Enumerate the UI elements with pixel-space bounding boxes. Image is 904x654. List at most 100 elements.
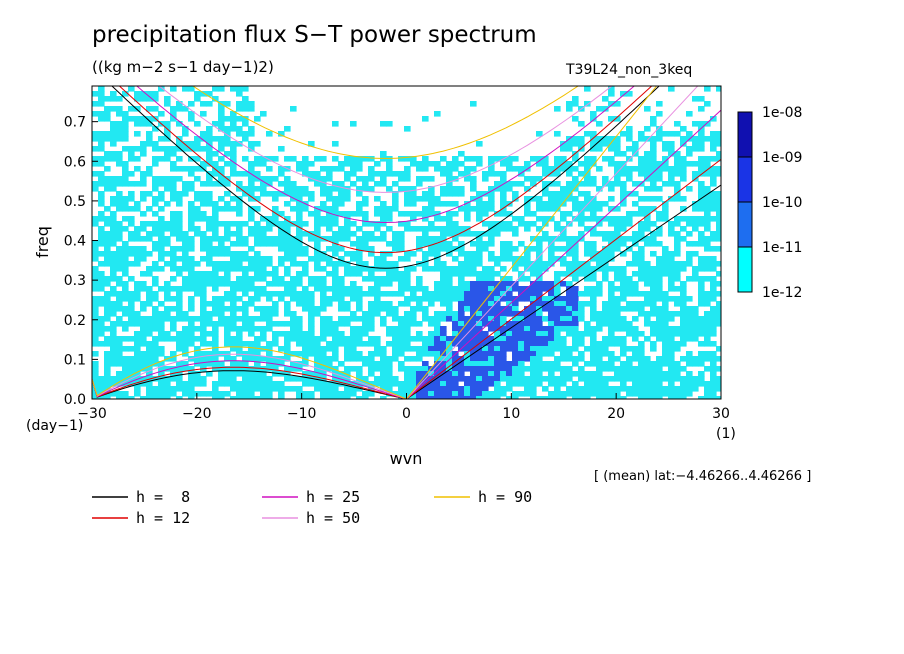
spectrum-cell: [650, 206, 657, 212]
spectrum-cell: [668, 376, 675, 382]
spectrum-cell: [98, 386, 105, 392]
spectrum-cell: [656, 286, 663, 292]
spectrum-cell: [578, 306, 585, 312]
spectrum-cell: [242, 236, 249, 242]
spectrum-cell: [668, 346, 675, 352]
spectrum-cell: [566, 146, 573, 152]
spectrum-cell: [344, 321, 351, 327]
spectrum-cell: [386, 276, 393, 282]
spectrum-cell: [122, 131, 129, 137]
spectrum-cell: [266, 181, 273, 187]
spectrum-cell: [170, 191, 177, 197]
spectrum-cell: [542, 361, 549, 367]
spectrum-cell: [278, 386, 285, 392]
spectrum-cell: [200, 181, 207, 187]
spectrum-cell: [332, 186, 339, 192]
spectrum-cell: [92, 91, 99, 97]
spectrum-cell: [98, 86, 105, 92]
spectrum-cell: [260, 256, 267, 262]
spectrum-cell: [302, 346, 309, 352]
spectrum-cell: [410, 371, 417, 377]
spectrum-cell: [494, 366, 501, 372]
spectrum-cell: [416, 196, 423, 202]
spectrum-cell: [368, 186, 375, 192]
spectrum-cell: [560, 166, 567, 172]
spectrum-cell: [482, 381, 489, 387]
spectrum-cell: [92, 331, 99, 337]
spectrum-cell: [98, 176, 105, 182]
spectrum-cell: [302, 351, 309, 357]
spectrum-cell: [332, 321, 339, 327]
spectrum-cell: [278, 361, 285, 367]
spectrum-cell: [290, 261, 297, 267]
spectrum-cell: [524, 311, 531, 317]
spectrum-cell: [200, 356, 207, 362]
spectrum-cell: [272, 386, 279, 392]
spectrum-cell: [248, 386, 255, 392]
spectrum-cell: [500, 346, 507, 352]
spectrum-cell: [92, 376, 99, 382]
spectrum-cell: [566, 296, 573, 302]
spectrum-cell: [602, 256, 609, 262]
spectrum-cell: [524, 211, 531, 217]
spectrum-cell: [110, 181, 117, 187]
spectrum-cell: [560, 281, 567, 287]
spectrum-cell: [548, 341, 555, 347]
spectrum-cell: [584, 201, 591, 207]
spectrum-cell: [704, 261, 711, 267]
spectrum-cell: [464, 381, 471, 387]
spectrum-cell: [662, 181, 669, 187]
spectrum-cell: [422, 256, 429, 262]
spectrum-cell: [374, 311, 381, 317]
spectrum-cell: [446, 191, 453, 197]
spectrum-cell: [698, 356, 705, 362]
spectrum-cell: [686, 306, 693, 312]
spectrum-cell: [554, 321, 561, 327]
spectrum-cell: [698, 266, 705, 272]
spectrum-cell: [146, 316, 153, 322]
spectrum-cell: [122, 201, 129, 207]
spectrum-cell: [158, 196, 165, 202]
spectrum-cell: [674, 236, 681, 242]
spectrum-cell: [536, 336, 543, 342]
spectrum-cell: [704, 236, 711, 242]
spectrum-cell: [698, 221, 705, 227]
spectrum-cell: [242, 376, 249, 382]
spectrum-cell: [572, 271, 579, 277]
spectrum-cell: [476, 351, 483, 357]
spectrum-cell: [212, 286, 219, 292]
spectrum-cell: [290, 291, 297, 297]
spectrum-cell: [152, 146, 159, 152]
spectrum-cell: [716, 216, 721, 222]
spectrum-cell: [326, 256, 333, 262]
spectrum-cell: [674, 196, 681, 202]
spectrum-cell: [380, 301, 387, 307]
spectrum-cell: [644, 321, 651, 327]
spectrum-cell: [710, 146, 717, 152]
spectrum-cell: [668, 251, 675, 257]
spectrum-cell: [236, 126, 243, 132]
spectrum-cell: [236, 381, 243, 387]
spectrum-cell: [386, 161, 393, 167]
spectrum-cell: [356, 241, 363, 247]
spectrum-cell: [404, 301, 411, 307]
spectrum-cell: [692, 171, 699, 177]
spectrum-cell: [188, 381, 195, 387]
spectrum-cell: [434, 361, 441, 367]
spectrum-cell: [482, 376, 489, 382]
spectrum-cell: [548, 281, 555, 287]
spectrum-cell: [152, 96, 159, 102]
spectrum-cell: [542, 301, 549, 307]
spectrum-cell: [500, 291, 507, 297]
spectrum-cell: [290, 351, 297, 357]
spectrum-cell: [584, 131, 591, 137]
spectrum-cell: [716, 301, 721, 307]
spectrum-cell: [224, 131, 231, 137]
spectrum-cell: [230, 301, 237, 307]
spectrum-cell: [590, 276, 597, 282]
spectrum-cell: [350, 381, 357, 387]
spectrum-cell: [698, 156, 705, 162]
spectrum-cell: [116, 136, 123, 142]
spectrum-cell: [128, 216, 135, 222]
y-tick-label: 0.7: [64, 115, 86, 131]
